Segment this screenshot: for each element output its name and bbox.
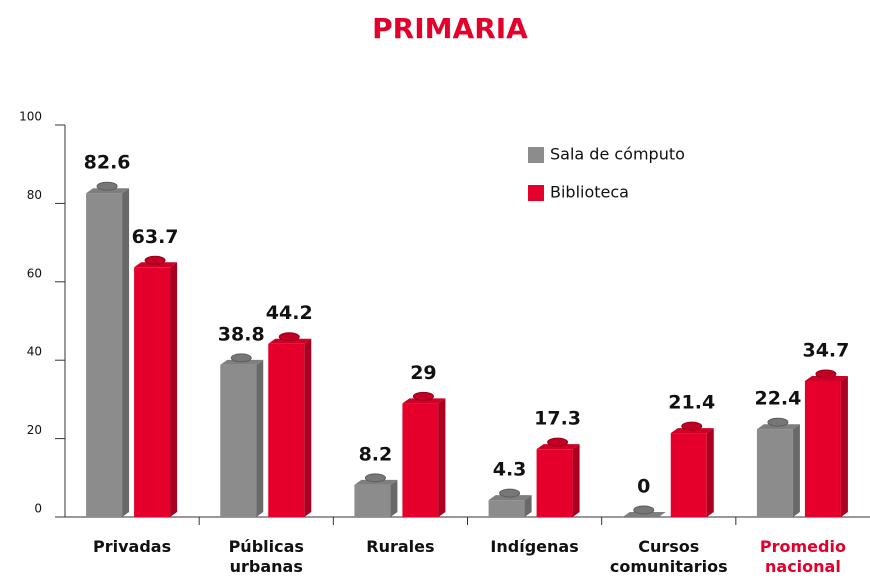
bar-stud [499,488,521,498]
bar [488,488,532,517]
x-tick-label: Promedio nacional [760,537,846,576]
bar-top [756,424,800,430]
bar-stud [96,181,118,191]
bar [622,505,666,517]
bar-front [756,429,793,517]
bar-front [86,193,123,517]
x-tick-label-line: Rurales [366,537,434,556]
bar-top [402,398,446,404]
legend-swatch [528,185,544,201]
x-tick-label: Privadas [93,537,171,556]
bar-front [220,364,257,517]
bar-top [670,428,714,434]
value-label: 63.7 [132,226,179,248]
y-tick-label: 60 [27,266,42,280]
value-label: 22.4 [754,388,801,410]
bar-front [670,433,707,517]
bar-front [488,500,525,517]
bar-stud [230,353,252,363]
value-label: 4.3 [493,459,527,481]
x-tick-label-line: Indígenas [490,537,578,556]
y-tick-label: 80 [27,188,42,202]
bar [86,181,130,517]
value-label: 29 [410,362,436,384]
x-tick-label-line: Públicas [229,537,304,556]
bar-top [268,338,312,344]
x-tick-label-line: urbanas [230,557,303,576]
value-label: 38.8 [218,323,265,345]
bar [536,437,580,517]
bar-stud [767,417,789,427]
bar-stud [278,332,300,342]
bar-top [622,512,666,517]
bar-side [706,428,714,517]
bar-top [134,262,178,268]
bar-side [170,262,178,517]
legend-label: Biblioteca [550,183,629,202]
bar-front [804,380,841,517]
bar-side [524,495,532,517]
x-tick-label-line: Promedio [760,537,846,556]
x-tick-label: Cursos comunitarios [610,537,728,576]
bar-side [256,359,264,517]
bar-top [536,444,580,450]
y-tick-label: 100 [19,110,42,124]
y-tick-label: 0 [34,502,42,516]
value-label: 17.3 [534,408,581,430]
legend-label: Sala de cómputo [550,145,685,164]
bar-side [572,444,580,517]
bar-side [304,338,312,517]
bar-front [402,403,439,517]
x-tick-label-line: Cursos [638,537,699,556]
bar [670,421,714,517]
y-tick-label: 40 [27,345,42,359]
bar-side [122,188,130,517]
bar [220,353,264,517]
value-label: 21.4 [668,392,715,414]
bar [268,332,312,517]
bar-front [268,343,305,517]
value-label: 8.2 [359,443,393,465]
bar [804,369,848,517]
bar-front [354,484,391,517]
bar-side [840,375,848,517]
bar-top [220,359,264,365]
bar-front [536,449,573,517]
value-label: 0 [637,476,650,498]
bar-stud [633,505,655,515]
bar [354,473,398,517]
bar [134,255,178,517]
value-label: 34.7 [802,339,849,361]
bar-stud [412,391,434,401]
bar-top [86,188,130,194]
x-tick-label: Públicas urbanas [229,537,304,576]
y-tick-label: 20 [27,423,42,437]
x-tick-label-line: comunitarios [610,557,728,576]
bar [756,417,800,517]
bar-top [804,375,848,381]
x-tick-label-line: Privadas [93,537,171,556]
bar-top [488,495,532,501]
bar-stud [364,473,386,483]
bar-stud [681,421,703,431]
bar-side [390,479,398,517]
bar [402,391,446,517]
bar-stud [144,255,166,265]
x-tick-label-line: nacional [765,557,841,576]
bar-stud [815,369,837,379]
bar-side [438,398,446,517]
bar-top [354,479,398,485]
value-label: 44.2 [266,302,313,324]
bar-front [134,267,171,517]
legend-swatch [528,147,544,163]
bar-side [792,424,800,517]
x-tick-label: Indígenas [490,537,578,556]
value-label: 82.6 [84,152,131,174]
chart-title: PRIMARIA [372,12,528,45]
x-tick-label: Rurales [366,537,434,556]
bar-stud [547,437,569,447]
